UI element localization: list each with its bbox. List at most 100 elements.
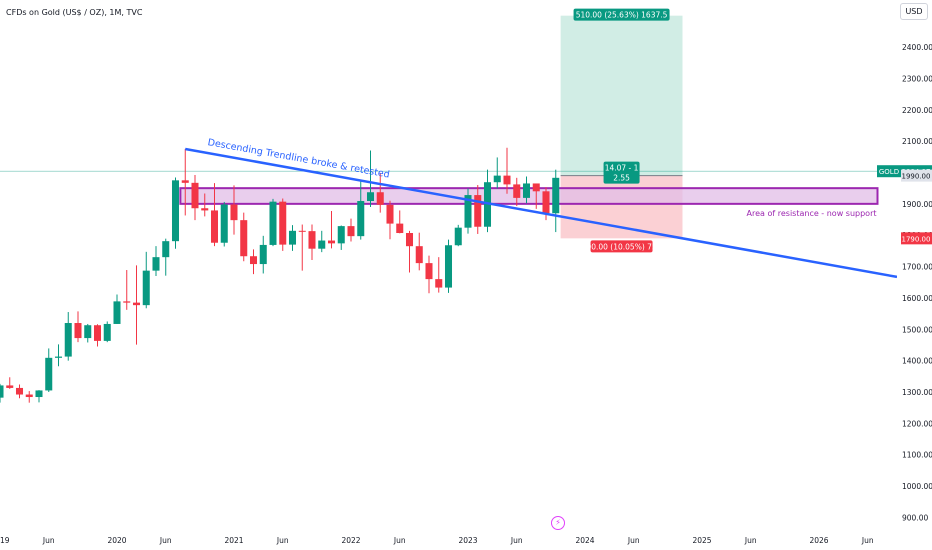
stop-label: 200.00 (10.05%) 750 [582,240,662,253]
candle-body [279,201,287,245]
candle-body [35,390,43,398]
candle-body [269,201,277,245]
candle [249,249,258,275]
candle [493,157,501,189]
candle [327,211,336,249]
candle-body [376,192,384,205]
candle-body [542,191,550,214]
time-tick-label: Jun [276,536,289,545]
candle-body [103,323,111,341]
price-tick-label: 1600.00 [902,294,932,303]
candle-body [25,394,33,398]
candle [6,377,14,389]
candle [35,390,43,403]
price-tick-label: 1500.00 [902,325,932,334]
candle-body [493,175,501,183]
candle-body [210,210,219,243]
candle [142,251,150,309]
candle [366,150,375,207]
time-tick-label: Jun [627,536,640,545]
candle [15,384,24,399]
time-tick-label: 2024 [575,536,594,545]
candle [405,230,414,273]
candle [84,323,92,343]
price-tick-label: 1200.00 [902,419,932,428]
candle-body [318,240,326,249]
price-tick-label: 1100.00 [902,451,932,460]
price-tick-label: 1700.00 [902,263,932,272]
price-axis-bg [897,0,932,530]
candle [435,257,443,293]
risk-reward-bg [603,161,640,184]
candle [123,270,131,310]
lightning-icon[interactable]: ⚡ [551,516,565,530]
time-axis[interactable]: 2019 Jun 2020 Jun 2021 Jun 2022 Jun 2023 Jun 2024 J… [0,536,874,545]
candles-layer [0,147,560,403]
price-tick-label: 900.00 [902,513,928,522]
candle [210,183,219,247]
price-tag-text: 1790.00 [902,235,931,243]
candle [308,224,316,260]
price-tick-label: 2100.00 [902,137,932,146]
candle-body [288,230,297,245]
price-tick-label: 2200.00 [902,106,932,115]
price-tick-label: 1400.00 [902,357,932,366]
stop-zone[interactable] [560,175,683,239]
candle-body [171,180,180,242]
price-axis[interactable]: 900.00 1000.00 1100.00 1200.00 1300.00 1400.0… [877,0,932,530]
candle [45,348,53,393]
candle [318,230,326,253]
candle [357,180,365,240]
candle [103,321,111,343]
time-tick-label: 2019 [0,536,10,545]
candle [288,225,297,251]
candle [444,239,453,293]
candle [532,183,540,209]
trendline-line[interactable] [185,147,898,279]
candle-body [327,240,336,244]
candle-body [347,226,355,237]
candle [376,173,384,213]
price-tick-label: 1900.00 [902,200,932,209]
price-tag-bg [901,232,932,245]
candle-body [0,385,4,398]
candle [201,193,209,217]
candle [279,198,287,251]
candle-body [230,204,238,221]
candle-body [444,245,453,288]
candle-body [84,325,92,339]
candle-body [64,323,72,357]
candle [240,212,248,262]
candle [54,344,63,367]
target-label-text: 510.00 (25.63%) 1637.5 [576,11,668,20]
candle-body [123,301,131,303]
time-tick-label: Jun [861,536,874,545]
target-zone[interactable] [560,15,683,176]
price-tick-label: 2300.00 [902,74,932,83]
candle [25,391,33,403]
long-position-tool[interactable]: 510.00 (25.63%) 1637.5 200.00 (10.05%) 75… [560,8,683,253]
annotation-layer: Descending Trendline broke & retestedAre… [207,137,877,218]
candle-body [308,231,316,249]
candle [503,147,511,194]
candle-body [6,385,14,388]
candle-body [93,325,102,341]
risk-reward-text-1: 14.07 - 1 [605,164,639,173]
candle [74,311,82,343]
candle [454,224,462,247]
resistance-zone[interactable] [0,170,897,205]
time-tick-label: 2025 [692,536,711,545]
candle-body [425,263,433,280]
risk-reward-text-2: 2.55 [613,174,630,183]
candle-body [522,183,531,198]
candle [0,383,4,403]
candle [181,148,189,216]
stop-label-bg [590,240,653,253]
descending-trendline[interactable] [185,147,898,279]
currency-button[interactable]: USD [900,3,928,20]
candle [171,177,180,249]
price-tag: 1790.00 [901,232,932,245]
risk-reward-label: 14.07 - 12.55 [603,161,640,184]
candle-body [240,220,248,257]
